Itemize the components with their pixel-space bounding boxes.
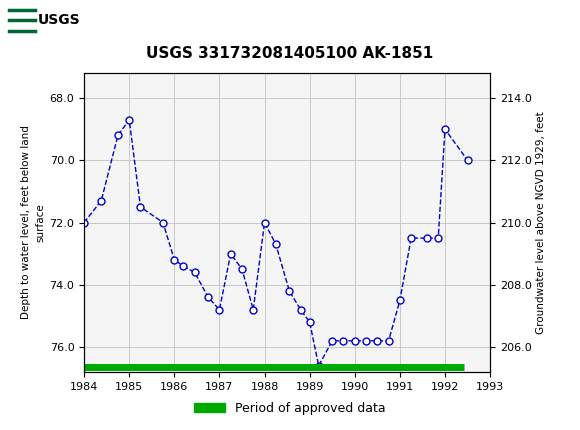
Bar — [6, 4, 64, 37]
Text: USGS: USGS — [38, 13, 80, 28]
Legend: Period of approved data: Period of approved data — [189, 397, 391, 420]
Text: USGS 331732081405100 AK-1851: USGS 331732081405100 AK-1851 — [146, 46, 434, 61]
Y-axis label: Depth to water level, feet below land
surface: Depth to water level, feet below land su… — [21, 126, 45, 319]
Y-axis label: Groundwater level above NGVD 1929, feet: Groundwater level above NGVD 1929, feet — [536, 111, 546, 334]
